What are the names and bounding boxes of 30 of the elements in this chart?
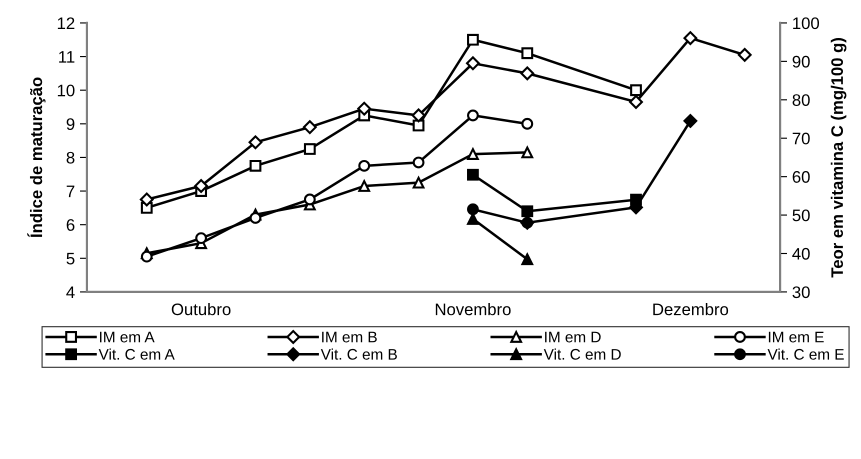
legend-label: Vit. C em E <box>768 348 844 360</box>
y-axis-title: Índice de maturação <box>27 78 46 238</box>
y2-tick-label: 100 <box>793 17 820 30</box>
y-tick-label: 4 <box>66 286 75 298</box>
y2-tick-label: 30 <box>792 286 810 298</box>
legend-label: IM em B <box>322 332 377 342</box>
y-tick-label: 5 <box>66 252 74 265</box>
legend-label: Vit. C em B <box>320 348 397 360</box>
y2-tick-label: 50 <box>792 209 810 222</box>
x-tick-label: Outubro <box>172 303 231 316</box>
y2-tick-label: 60 <box>792 171 810 183</box>
x-tick-label: Novembro <box>436 303 511 316</box>
legend-label: Vit. C em A <box>98 348 175 360</box>
y-tick-label: 11 <box>59 51 74 63</box>
y2-tick-label: 70 <box>792 132 810 144</box>
legend-label: Vit. C em D <box>544 348 621 360</box>
legend-label: IM em A <box>100 332 155 342</box>
legend-label: IM em D <box>545 332 601 342</box>
y-tick-label: 8 <box>66 152 74 164</box>
y-tick-label: 9 <box>66 118 74 130</box>
y-tick-label: 6 <box>66 219 74 231</box>
y2-tick-label: 80 <box>792 94 810 106</box>
y2-tick-label: 40 <box>792 248 810 260</box>
y-tick-label: 10 <box>58 84 75 96</box>
y2-axis-title: Teor em vitamina C (mg/100 g) <box>830 38 846 278</box>
legend-label: IM em E <box>768 332 824 342</box>
x-tick-label: Dezembro <box>653 303 728 316</box>
y-tick-label: 12 <box>58 17 74 29</box>
y-tick-label: 7 <box>66 186 74 198</box>
y2-tick-label: 90 <box>792 56 810 68</box>
